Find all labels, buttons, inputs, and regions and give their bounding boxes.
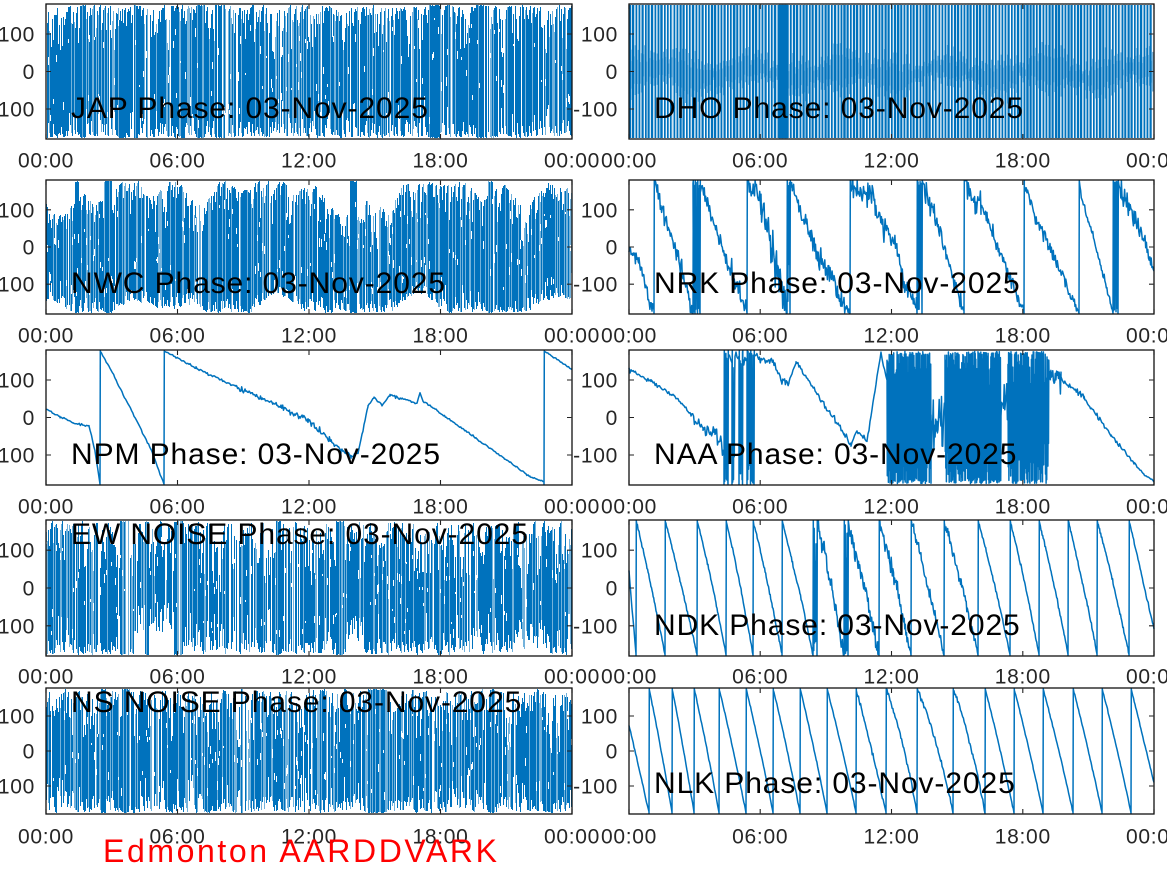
svg-text:NS NOISE Phase: 03-Nov-2025: NS NOISE Phase: 03-Nov-2025 [71, 686, 522, 719]
svg-text:NLK Phase: 03-Nov-2025: NLK Phase: 03-Nov-2025 [654, 767, 1016, 800]
svg-text:NWC Phase: 03-Nov-2025: NWC Phase: 03-Nov-2025 [71, 267, 446, 300]
svg-text:12:00: 12:00 [863, 325, 919, 348]
svg-text:-100: -100 [573, 99, 618, 122]
svg-text:00:00: 00:00 [544, 826, 600, 849]
svg-text:00:00: 00:00 [601, 150, 657, 173]
svg-text:00:00: 00:00 [18, 150, 74, 173]
svg-text:EW NOISE Phase: 03-Nov-2025: EW NOISE Phase: 03-Nov-2025 [71, 518, 529, 551]
svg-text:12:00: 12:00 [281, 666, 337, 689]
svg-text:-100: -100 [573, 445, 618, 468]
svg-text:00:00: 00:00 [544, 666, 600, 689]
svg-text:06:00: 06:00 [732, 150, 788, 173]
svg-text:100: 100 [0, 540, 35, 563]
svg-text:12:00: 12:00 [281, 150, 337, 173]
svg-text:100: 100 [581, 24, 618, 47]
svg-text:-100: -100 [573, 274, 618, 297]
svg-text:18:00: 18:00 [995, 826, 1051, 849]
svg-text:06:00: 06:00 [732, 826, 788, 849]
svg-text:18:00: 18:00 [412, 325, 468, 348]
svg-text:00:00: 00:00 [18, 666, 74, 689]
svg-text:06:00: 06:00 [732, 666, 788, 689]
svg-text:100: 100 [0, 706, 35, 729]
svg-text:18:00: 18:00 [995, 150, 1051, 173]
svg-text:-100: -100 [573, 615, 618, 638]
svg-text:00:00: 00:00 [544, 150, 600, 173]
svg-text:NDK Phase: 03-Nov-2025: NDK Phase: 03-Nov-2025 [654, 609, 1021, 642]
svg-text:-100: -100 [573, 776, 618, 799]
svg-text:100: 100 [581, 706, 618, 729]
svg-text:18:00: 18:00 [995, 496, 1051, 519]
svg-text:18:00: 18:00 [995, 325, 1051, 348]
svg-text:12:00: 12:00 [863, 150, 919, 173]
svg-text:0: 0 [23, 407, 35, 430]
svg-text:100: 100 [581, 540, 618, 563]
svg-text:00:00: 00:00 [601, 325, 657, 348]
svg-text:18:00: 18:00 [995, 666, 1051, 689]
svg-text:18:00: 18:00 [412, 666, 468, 689]
svg-text:0: 0 [606, 407, 618, 430]
svg-text:NRK Phase: 03-Nov-2025: NRK Phase: 03-Nov-2025 [654, 267, 1021, 300]
svg-text:00:00: 00:00 [1126, 826, 1167, 849]
svg-text:00:00: 00:00 [601, 826, 657, 849]
svg-text:-100: -100 [0, 445, 35, 468]
svg-text:00:00: 00:00 [1126, 150, 1167, 173]
svg-text:06:00: 06:00 [149, 666, 205, 689]
svg-text:100: 100 [581, 199, 618, 222]
svg-text:18:00: 18:00 [412, 150, 468, 173]
svg-text:100: 100 [581, 370, 618, 393]
svg-text:NPM Phase: 03-Nov-2025: NPM Phase: 03-Nov-2025 [71, 438, 441, 471]
svg-text:-100: -100 [0, 615, 35, 638]
svg-text:100: 100 [0, 24, 35, 47]
svg-text:0: 0 [606, 61, 618, 84]
svg-text:-100: -100 [0, 99, 35, 122]
svg-text:06:00: 06:00 [149, 496, 205, 519]
svg-text:NAA Phase: 03-Nov-2025: NAA Phase: 03-Nov-2025 [654, 438, 1017, 471]
svg-text:100: 100 [0, 199, 35, 222]
svg-text:0: 0 [23, 741, 35, 764]
svg-text:0: 0 [606, 741, 618, 764]
svg-text:06:00: 06:00 [149, 826, 205, 849]
svg-text:0: 0 [606, 578, 618, 601]
svg-text:Edmonton AARDDVARK: Edmonton AARDDVARK [103, 833, 500, 869]
svg-text:00:00: 00:00 [18, 826, 74, 849]
svg-text:12:00: 12:00 [281, 496, 337, 519]
svg-text:00:00: 00:00 [601, 496, 657, 519]
svg-text:-100: -100 [0, 776, 35, 799]
svg-text:0: 0 [23, 578, 35, 601]
svg-text:06:00: 06:00 [732, 325, 788, 348]
svg-text:-100: -100 [0, 274, 35, 297]
svg-text:06:00: 06:00 [149, 325, 205, 348]
svg-text:12:00: 12:00 [863, 826, 919, 849]
svg-text:0: 0 [606, 237, 618, 260]
svg-text:06:00: 06:00 [149, 150, 205, 173]
svg-text:00:00: 00:00 [544, 496, 600, 519]
svg-text:00:00: 00:00 [1126, 325, 1167, 348]
svg-text:00:00: 00:00 [1126, 666, 1167, 689]
svg-text:18:00: 18:00 [412, 826, 468, 849]
svg-text:00:00: 00:00 [544, 325, 600, 348]
svg-text:12:00: 12:00 [281, 826, 337, 849]
svg-text:0: 0 [23, 61, 35, 84]
svg-text:00:00: 00:00 [18, 325, 74, 348]
svg-text:00:00: 00:00 [1126, 496, 1167, 519]
svg-text:18:00: 18:00 [412, 496, 468, 519]
svg-text:JAP Phase: 03-Nov-2025: JAP Phase: 03-Nov-2025 [71, 92, 429, 125]
svg-text:12:00: 12:00 [281, 325, 337, 348]
svg-text:DHO Phase: 03-Nov-2025: DHO Phase: 03-Nov-2025 [654, 92, 1024, 125]
svg-text:12:00: 12:00 [863, 666, 919, 689]
svg-text:12:00: 12:00 [863, 496, 919, 519]
svg-text:100: 100 [0, 370, 35, 393]
svg-text:0: 0 [23, 237, 35, 260]
svg-text:06:00: 06:00 [732, 496, 788, 519]
svg-text:00:00: 00:00 [18, 496, 74, 519]
svg-text:00:00: 00:00 [601, 666, 657, 689]
